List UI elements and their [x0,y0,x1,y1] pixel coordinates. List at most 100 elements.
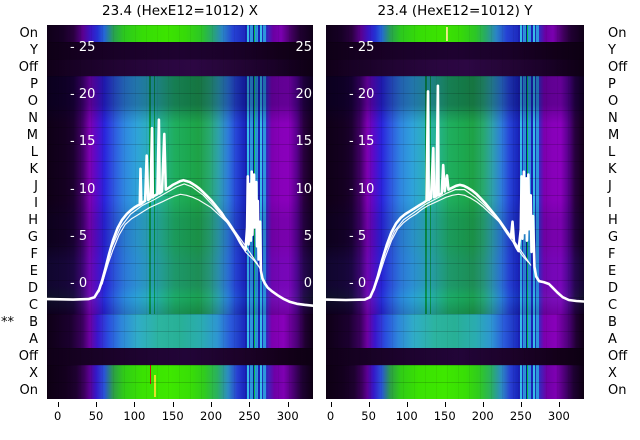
value-tick-label-left: - 5 [70,229,88,244]
row-label: X [608,366,617,381]
x-tick [558,402,560,407]
heatmap-band-x-on-bottom [47,365,313,399]
event-marker-tick [149,365,152,384]
stripe-cluster [244,314,267,348]
x-tick-label: 200 [471,409,494,423]
stripe-cluster [244,25,267,42]
x-tick [406,402,408,407]
panel-title-x: 23.4 (HexE12=1012) X [101,3,258,19]
row-label: On [19,383,38,398]
x-tick [57,402,59,407]
x-tick-label: 50 [88,409,104,423]
value-tick-label-left: - 15 [349,134,375,149]
heatmap-band-off-bottom [47,348,313,365]
profile-curve-overlay [47,118,313,308]
x-tick [134,402,136,407]
value-tick-label-right: 10 [295,182,312,197]
x-tick [482,402,484,407]
x-axis: 0 50 100 150 200 250 300 [47,401,313,431]
x-tick-label: 150 [433,409,456,423]
row-label: J [34,179,38,194]
heatmap-band-x-on-bottom [326,365,584,399]
value-tick-label-left: - 25 [70,40,96,55]
row-label: Off [18,60,38,75]
row-label: G [608,230,619,245]
x-tick-label: 100 [123,409,146,423]
x-tick-label: 250 [238,409,261,423]
stripe-cluster [517,365,539,399]
x-tick-label: 0 [326,409,335,423]
row-label: I [608,196,612,211]
x-tick [287,402,289,407]
panel-title-y: 23.4 (HexE12=1012) Y [377,3,533,19]
row-label: P [608,77,616,92]
value-tick-label-left: - 20 [70,87,96,102]
value-tick-label-left: - 0 [70,276,88,291]
x-tick [444,402,446,407]
row-label: H [608,213,618,228]
stripe-cluster [244,365,267,399]
row-label: E [29,264,38,279]
value-tick-label-right: 20 [295,87,312,102]
main-profile-line [326,84,584,303]
row-label: M [26,128,38,143]
row-label: On [608,26,627,41]
value-tick-label-left: - 10 [349,182,375,197]
row-label: N [608,111,618,126]
row-label: I [34,196,38,211]
row-label: O [27,94,38,109]
heatmap-band-off-top [326,59,584,76]
row-label: On [19,26,38,41]
x-tick-label: 300 [276,409,299,423]
row-label: O [608,94,619,109]
value-tick-label-left: - 10 [70,182,96,197]
heatmap-band-off-bottom [326,348,584,365]
profile-curve-overlay [326,84,584,303]
x-axis: 0 50 100 150 200 250 300 [326,401,584,431]
row-labels-right: On Y Off P O N M L K J I H G F E D C B A Off X On [606,25,640,399]
row-label: D [27,281,38,296]
row-label: K [608,162,617,177]
value-tick-label-right: 15 [295,134,312,149]
event-marker-tick [446,27,448,41]
row-label: C [28,298,38,313]
heatmap-band-y [326,42,584,59]
value-tick-label-left: - 25 [349,40,375,55]
x-tick-label: 100 [395,409,418,423]
x-tick [211,402,213,407]
stripe-cluster [517,25,539,42]
heatmap-band-on-top [326,25,584,42]
x-tick-label: 250 [509,409,532,423]
x-tick-label: 0 [54,409,62,423]
stripe-cluster [517,314,539,348]
row-label: L [30,145,38,160]
row-label: L [608,145,616,160]
row-label: H [28,213,38,228]
row-label: F [30,247,38,262]
heatmap-band-y [47,42,313,59]
x-tick-label: 150 [161,409,184,423]
heatmap-band-on-top [47,25,313,42]
row-label: A [608,332,617,347]
row-label: F [608,247,616,262]
heatmap-band-off-top [47,59,313,76]
heatmap-panel-x: - 25- 20- 15- 10- 5- 0 25 20 15 10 5 0 0 50 100… [47,25,313,423]
row-label: C [608,298,618,313]
secondary-profile-line [98,193,261,293]
heatmap-band-b-a [47,314,313,348]
row-label: Y [608,43,616,58]
x-tick [172,402,174,407]
value-tick-label-left: - 5 [349,229,367,244]
x-tick-label: 200 [200,409,223,423]
secondary-profile-line [375,189,529,283]
row-label: G [27,230,38,245]
row-label: N [28,111,38,126]
heatmap-panel-y: - 25 - 20 - 15 - 10 - 5 - 0 0 50 100 150 200 250 30… [326,25,584,423]
x-tick-label: 300 [547,409,570,423]
x-tick [368,402,370,407]
row-label: Off [608,349,628,364]
row-label: A [29,332,38,347]
secondary-profile-line [373,193,532,292]
x-tick [96,402,98,407]
